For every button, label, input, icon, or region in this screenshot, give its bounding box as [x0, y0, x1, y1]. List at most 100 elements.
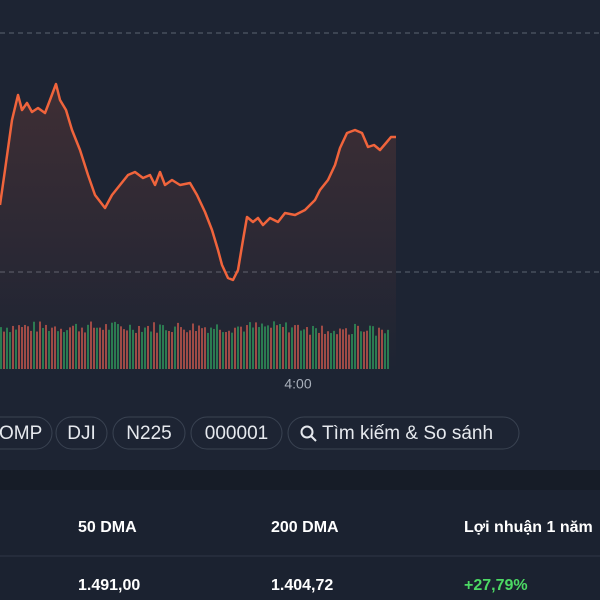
volume-bar	[204, 327, 206, 369]
volume-bar	[147, 325, 149, 369]
volume-bar	[63, 332, 65, 369]
volume-bar	[309, 334, 311, 369]
tab-label[interactable]: DJI	[67, 423, 96, 444]
volume-bar	[264, 326, 266, 369]
volume-bar	[222, 332, 224, 369]
volume-bar	[90, 321, 92, 369]
tab[interactable]	[190, 416, 283, 450]
volume-bar	[345, 328, 347, 369]
volume-bar	[102, 329, 104, 369]
volume-bar	[126, 330, 128, 369]
volume-bar	[84, 332, 86, 369]
tab-label[interactable]: 000001	[205, 423, 268, 444]
volume-bar	[246, 325, 248, 369]
volume-bar	[363, 331, 365, 369]
volume-bar	[381, 329, 383, 369]
volume-bar	[330, 333, 332, 369]
volume-bar	[324, 333, 326, 369]
volume-bar	[183, 329, 185, 369]
volume-bar	[51, 327, 53, 369]
volume-bar	[225, 332, 227, 369]
volume-bar	[231, 332, 233, 369]
volume-bar	[369, 325, 371, 369]
volume-bar	[12, 325, 14, 369]
volume-bar	[9, 332, 11, 369]
volume-bar	[351, 334, 353, 369]
volume-bar	[105, 324, 107, 369]
volume-bar	[255, 322, 257, 369]
volume-bar	[123, 329, 125, 369]
table-cell: 1.491,00	[78, 577, 140, 594]
tab[interactable]	[55, 416, 108, 450]
volume-bar	[111, 322, 113, 369]
volume-bar	[42, 327, 44, 369]
divider	[0, 470, 600, 490]
volume-bar	[36, 331, 38, 369]
volume-bar	[321, 325, 323, 369]
volume-bar	[348, 334, 350, 369]
volume-bar	[213, 328, 215, 369]
volume-bar	[285, 322, 287, 369]
volume-bar	[339, 328, 341, 369]
volume-bar	[69, 327, 71, 369]
volume-bar	[318, 332, 320, 369]
volume-bar	[27, 326, 29, 369]
volume-bar	[195, 331, 197, 369]
volume-bar	[210, 327, 212, 369]
volume-bar	[270, 327, 272, 369]
volume-bar	[39, 321, 41, 369]
tab[interactable]	[112, 416, 186, 450]
volume-bars	[0, 321, 389, 369]
volume-bar	[273, 321, 275, 369]
volume-bar	[45, 324, 47, 369]
volume-bar	[165, 330, 167, 369]
volume-bar	[237, 326, 239, 369]
volume-bar	[378, 327, 380, 369]
volume-bar	[267, 325, 269, 369]
volume-bar	[303, 329, 305, 369]
volume-bar	[333, 330, 335, 369]
volume-bar	[243, 331, 245, 369]
table-cell: +27,79%	[464, 577, 528, 594]
volume-bar	[93, 327, 95, 369]
volume-bar	[66, 330, 68, 369]
table-panel	[0, 490, 600, 600]
tab-label[interactable]: OMP	[0, 423, 42, 444]
volume-bar	[216, 324, 218, 369]
volume-bar	[3, 331, 5, 369]
volume-bar	[144, 327, 146, 369]
volume-bar	[81, 327, 83, 369]
search-label[interactable]: Tìm kiếm & So sánh	[322, 423, 493, 444]
volume-bar	[375, 335, 377, 369]
volume-bar	[33, 321, 35, 369]
volume-bar	[279, 323, 281, 369]
table-cell: 1.404,72	[271, 577, 333, 594]
table-header: Lợi nhuận 1 năm	[464, 519, 593, 536]
volume-bar	[258, 327, 260, 369]
volume-bar	[282, 326, 284, 369]
tab[interactable]	[0, 416, 53, 450]
volume-bar	[219, 329, 221, 369]
volume-bar	[234, 327, 236, 369]
volume-bar	[72, 325, 74, 369]
volume-bar	[201, 328, 203, 369]
volume-bar	[315, 328, 317, 369]
volume-bar	[21, 327, 23, 369]
volume-bar	[336, 334, 338, 369]
volume-bar	[108, 329, 110, 369]
volume-bar	[372, 326, 374, 369]
volume-bar	[156, 332, 158, 369]
volume-bar	[150, 331, 152, 369]
search-icon	[300, 425, 317, 442]
time-label: 4:00	[284, 376, 311, 392]
volume-bar	[57, 331, 59, 369]
volume-bar	[276, 325, 278, 369]
search-button[interactable]	[287, 416, 520, 450]
tab-label[interactable]: N225	[126, 423, 171, 444]
volume-bar	[240, 326, 242, 369]
volume-bar	[291, 327, 293, 369]
volume-bar	[384, 333, 386, 369]
volume-bar	[153, 322, 155, 369]
volume-bar	[135, 332, 137, 369]
